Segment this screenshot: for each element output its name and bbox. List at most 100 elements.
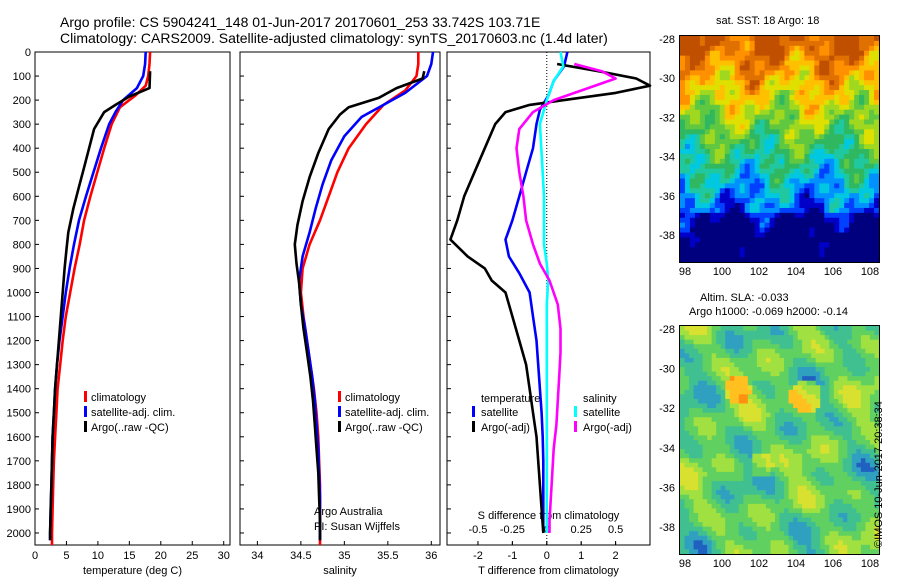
legend-swatch	[472, 421, 475, 432]
x-tick-label: -1	[507, 550, 517, 562]
imos-watermark: ©IMOS 10-Jun-2017 20:38:34	[873, 401, 885, 548]
x-tick-label: 20	[155, 550, 167, 562]
sst-map-x-tick-label: 98	[679, 266, 691, 278]
x-tick-label: 5	[63, 550, 69, 562]
x-tick-label: 0	[32, 550, 38, 562]
sst-map-y-tick-label: -34	[659, 152, 675, 164]
legend-swatch	[574, 406, 577, 417]
x-tick-label: 2	[613, 550, 619, 562]
x-tick-label: 1	[578, 550, 584, 562]
y-tick-label: 400	[13, 143, 31, 155]
y-tick-label: 1100	[7, 312, 31, 324]
x-tick-label: 0	[544, 550, 550, 562]
y-tick-label: 2000	[7, 528, 31, 540]
x-tick-label-salinity: 0.25	[570, 524, 591, 536]
x-axis-label-temperature: temperature (deg C)	[83, 565, 182, 577]
argo-height-readout: Argo h1000: -0.069 h2000: -0.14	[689, 306, 849, 318]
sst-map-y-tick-label: -38	[659, 230, 675, 242]
legend-swatch	[84, 391, 87, 402]
series-line	[48, 71, 152, 541]
x-tick-label: 35.5	[377, 550, 398, 562]
legend-group-temperature: temperature	[481, 393, 540, 405]
y-tick-label: 900	[13, 263, 31, 275]
sst-map-x-tick-label: 106	[824, 266, 842, 278]
x-tick-label: 34.5	[290, 550, 311, 562]
sla-map-x-tick-label: 106	[824, 558, 842, 570]
y-tick-label: 1000	[7, 287, 31, 299]
legend-swatch	[472, 406, 475, 417]
plot-frame-differences	[446, 51, 651, 546]
sla-map-title: Altim. SLA: -0.033	[700, 292, 789, 304]
x-tick-label: -2	[473, 550, 483, 562]
legend-label: Argo(-adj)	[481, 422, 530, 434]
x-tick-label: 36	[425, 550, 437, 562]
legend-label: climatology	[91, 392, 147, 404]
x-axis-label-differences: T difference from climatology	[478, 565, 619, 577]
sla-map-x-tick-label: 102	[750, 558, 768, 570]
x-tick-label: 15	[123, 550, 135, 562]
legend-group-salinity: salinity	[583, 393, 617, 405]
y-tick-label: 700	[13, 215, 31, 227]
legend-label: satellite	[583, 407, 620, 419]
y-tick-label: 800	[13, 239, 31, 251]
sst-map-y-tick-label: -36	[659, 191, 675, 203]
y-tick-label: 1600	[7, 432, 31, 444]
legend-swatch	[338, 421, 341, 432]
y-tick-label: 1700	[7, 456, 31, 468]
sst-map-y-tick-label: -32	[659, 112, 675, 124]
plot-frame-salinity	[239, 51, 441, 546]
series-line	[449, 62, 652, 534]
sst-map-x-tick-label: 100	[713, 266, 731, 278]
climatology-subtitle: Climatology: CARS2009. Satellite-adjuste…	[60, 30, 608, 46]
sla-map-y-tick-label: -32	[659, 403, 675, 415]
principal-investigator-label: PI: Susan Wijffels	[314, 521, 400, 533]
y-tick-label: 1800	[7, 480, 31, 492]
y-tick-label: 1400	[7, 384, 31, 396]
sla-map-y-tick-label: -30	[659, 364, 675, 376]
sla-map-x-tick-label: 98	[679, 558, 691, 570]
sla-heatmap	[679, 325, 880, 555]
y-tick-label: 200	[13, 95, 31, 107]
sla-map-y-tick-label: -28	[659, 324, 675, 336]
legend-label: Argo(-adj)	[583, 422, 632, 434]
legend-swatch	[574, 421, 577, 432]
x-tick-label: 34	[251, 550, 263, 562]
sst-map-x-tick-label: 108	[861, 266, 879, 278]
y-tick-label: 1900	[7, 504, 31, 516]
sla-map-y-tick-label: -34	[659, 443, 675, 455]
sla-map-x-tick-label: 108	[861, 558, 879, 570]
legend-label: climatology	[345, 392, 401, 404]
sst-map-pixels	[680, 36, 879, 262]
legend-label: Argo(..raw -QC)	[345, 422, 423, 434]
series-line	[50, 51, 152, 545]
x-tick-label: 35	[338, 550, 350, 562]
y-tick-label: 0	[25, 47, 31, 59]
profile-title: Argo profile: CS 5904241_148 01-Jun-2017…	[60, 14, 541, 30]
sst-heatmap	[679, 35, 880, 263]
sla-map-x-tick-label: 104	[787, 558, 805, 570]
legend-label: satellite-adj. clim.	[345, 407, 429, 419]
sla-map-pixels	[680, 326, 879, 554]
x-tick-label-salinity: -0.5	[468, 524, 487, 536]
y-tick-label: 1500	[7, 408, 31, 420]
legend-swatch	[338, 406, 341, 417]
x-tick-label: 25	[186, 550, 198, 562]
y-tick-label: 500	[13, 167, 31, 179]
legend-swatch	[338, 391, 341, 402]
x-tick-label-salinity: -0.25	[500, 524, 525, 536]
y-tick-label: 600	[13, 191, 31, 203]
x-tick-label: 10	[92, 550, 104, 562]
sla-map-y-tick-label: -38	[659, 522, 675, 534]
y-tick-label: 100	[13, 71, 31, 83]
series-line	[515, 62, 617, 533]
series-line	[297, 51, 435, 541]
sst-map-y-tick-label: -30	[659, 73, 675, 85]
y-tick-label: 1300	[7, 360, 31, 372]
legend-label: satellite	[481, 407, 518, 419]
y-tick-label: 300	[13, 119, 31, 131]
argo-australia-label: Argo Australia	[314, 506, 383, 518]
sst-map-title: sat. SST: 18 Argo: 18	[716, 15, 820, 27]
x-tick-label-salinity: 0.5	[608, 524, 623, 536]
sla-map-x-tick-label: 100	[713, 558, 731, 570]
